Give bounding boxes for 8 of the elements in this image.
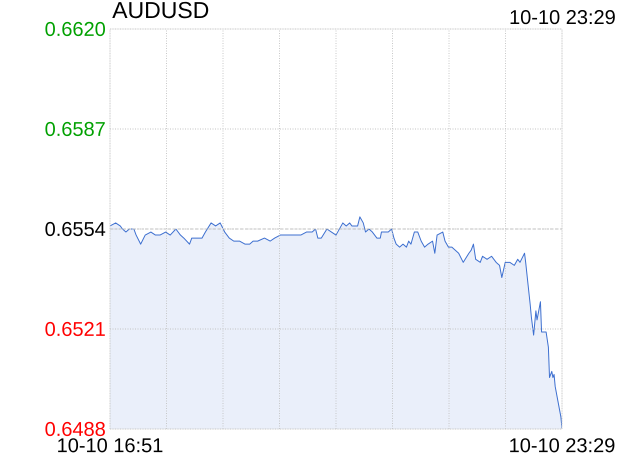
y-tick-label: 0.6587 [45, 122, 105, 136]
y-tick-label: 0.6554 [45, 222, 106, 236]
chart-subtitle: 10-10 23:29 [510, 10, 615, 24]
y-tick-label: 0.6620 [45, 22, 106, 36]
y-tick-label: 0.6521 [45, 322, 105, 336]
y-tick-label: 0.6488 [45, 422, 105, 436]
x-tick-label: 10-10 16:51 [58, 438, 162, 452]
chart-title: AUDUSD [112, 2, 208, 18]
